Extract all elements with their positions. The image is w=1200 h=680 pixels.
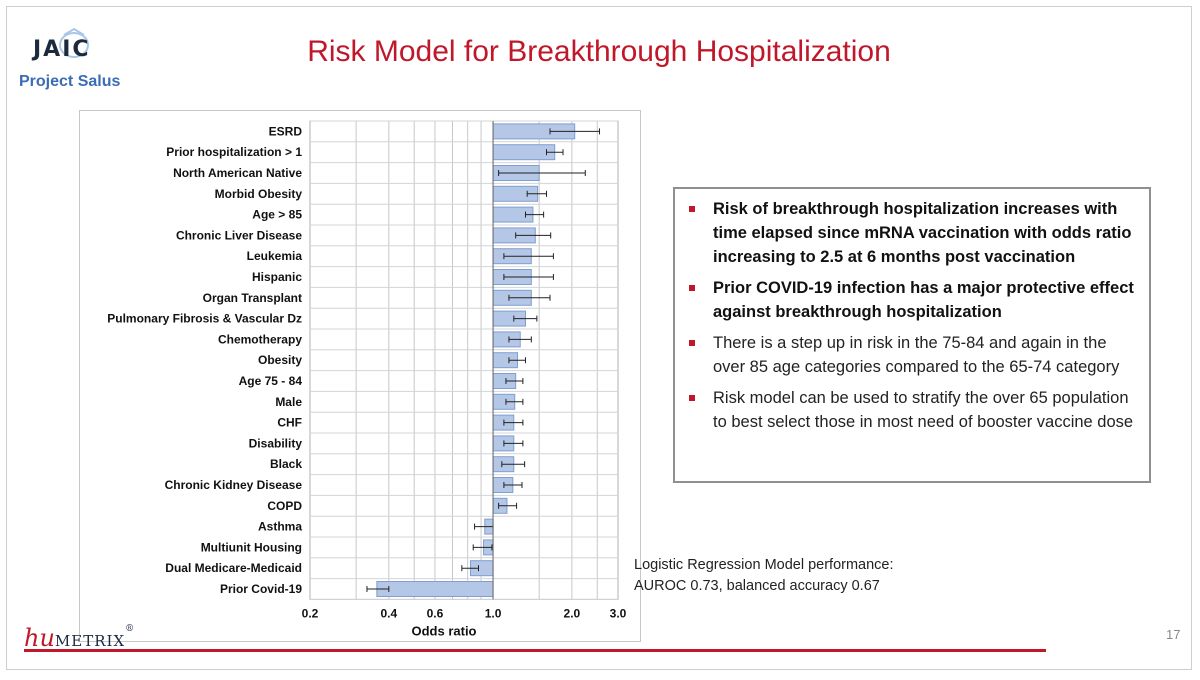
x-tick-label: 3.0 <box>610 606 627 620</box>
finding-text: Prior COVID-19 infection has a major pro… <box>713 279 1134 321</box>
humetrix-logo-hu: hu <box>24 624 55 652</box>
category-label: Hispanic <box>252 270 302 284</box>
finding-text: There is a step up in risk in the 75-84 … <box>713 334 1120 376</box>
category-label: Age 75 - 84 <box>239 374 303 388</box>
bullet-square-icon <box>689 395 695 401</box>
category-label: Chemotherapy <box>218 332 302 346</box>
bullet-square-icon <box>689 340 695 346</box>
category-label: Multiunit Housing <box>201 540 302 554</box>
category-label: North American Native <box>173 166 302 180</box>
x-axis-label: Odds ratio <box>411 623 476 638</box>
category-label: Prior hospitalization > 1 <box>166 145 302 159</box>
humetrix-logo-metrix: METRIX <box>54 632 126 650</box>
model-performance: Logistic Regression Model performance: A… <box>634 555 894 597</box>
x-tick-label: 0.4 <box>380 606 397 620</box>
category-label: Obesity <box>258 353 302 367</box>
finding-bullet: Risk model can be used to stratify the o… <box>687 386 1137 434</box>
category-label: CHF <box>277 416 302 430</box>
category-label: Asthma <box>258 520 302 534</box>
bar-prior-covid-19 <box>376 581 494 597</box>
x-tick-label: 1.0 <box>485 606 502 620</box>
category-label: Black <box>270 457 302 471</box>
page-number: 17 <box>1166 627 1181 642</box>
slide-title: Risk Model for Breakthrough Hospitalizat… <box>307 35 891 68</box>
plot-area <box>309 120 619 600</box>
category-label: Organ Transplant <box>203 291 302 305</box>
category-label: Male <box>275 395 302 409</box>
category-label: Prior Covid-19 <box>220 582 302 596</box>
x-tick-label: 0.6 <box>427 606 444 620</box>
category-label: ESRD <box>269 124 303 138</box>
category-label: Age > 85 <box>252 208 302 222</box>
jaic-logo-text: JAIC <box>33 37 91 62</box>
bar-prior-hospitalization-1 <box>492 144 556 161</box>
finding-text: Risk of breakthrough hospitalization inc… <box>713 200 1132 266</box>
footer-rule <box>24 649 1046 652</box>
project-name: Project Salus <box>19 73 121 90</box>
performance-line-1: Logistic Regression Model performance: <box>634 557 894 573</box>
category-label: Pulmonary Fibrosis & Vascular Dz <box>107 312 302 326</box>
x-tick-label: 0.2 <box>302 606 319 620</box>
performance-line-2: AUROC 0.73, balanced accuracy 0.67 <box>634 578 880 594</box>
category-label: Dual Medicare-Medicaid <box>165 561 302 575</box>
humetrix-logo: huMETRIX® <box>24 624 135 652</box>
category-label: Chronic Liver Disease <box>176 228 302 242</box>
bullet-square-icon <box>689 206 695 212</box>
category-label: COPD <box>267 499 302 513</box>
finding-text: Risk model can be used to stratify the o… <box>713 389 1134 431</box>
registered-mark: ® <box>125 624 136 634</box>
x-tick-label: 2.0 <box>564 606 581 620</box>
category-label: Morbid Obesity <box>215 187 303 201</box>
chart-svg: ESRD Prior hospitalization > 1 North Ameri… <box>107 120 627 638</box>
jaic-logo-emblem <box>59 27 89 58</box>
category-label: Disability <box>249 436 303 450</box>
jaic-logo <box>29 21 119 71</box>
category-label: Chronic Kidney Disease <box>165 478 303 492</box>
findings-box: Risk of breakthrough hospitalization inc… <box>673 187 1151 483</box>
category-label: Leukemia <box>247 249 303 263</box>
finding-bullet: Prior COVID-19 infection has a major pro… <box>687 276 1137 324</box>
slide: JAIC Project Salus Risk Model for Breakt… <box>6 6 1192 670</box>
finding-bullet: Risk of breakthrough hospitalization inc… <box>687 197 1137 269</box>
finding-bullet: There is a step up in risk in the 75-84 … <box>687 331 1137 379</box>
odds-ratio-chart: ESRD Prior hospitalization > 1 North Ameri… <box>79 110 641 642</box>
bullet-square-icon <box>689 285 695 291</box>
findings-list: Risk of breakthrough hospitalization inc… <box>687 197 1137 434</box>
